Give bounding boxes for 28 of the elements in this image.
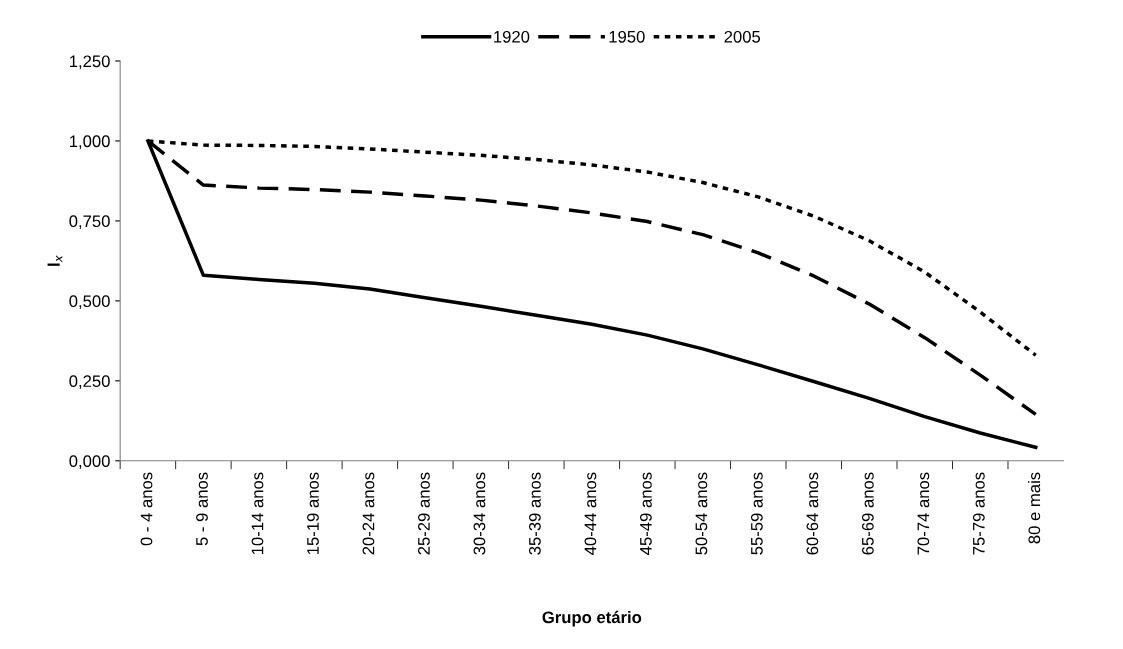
x-tick-label: 0 - 4 anos bbox=[140, 472, 153, 546]
legend-label: 1950 bbox=[609, 30, 645, 43]
x-tick-label: 25-29 anos bbox=[418, 472, 430, 555]
x-tick-label: 35-39 anos bbox=[529, 472, 541, 555]
x-tick-label: 75-79 anos bbox=[972, 472, 985, 555]
y-axis-title: l$_{x}$ bbox=[47, 255, 63, 266]
y-tick-label: 1,000 bbox=[70, 135, 110, 150]
y-tick-label: 0,500 bbox=[69, 295, 110, 310]
x-tick-label: 40-44 anos bbox=[584, 472, 597, 555]
x-tick-label: 15-19 anos bbox=[307, 472, 319, 555]
legend-label: 1920 bbox=[494, 30, 530, 43]
x-tick-label: 50-54 anos bbox=[695, 472, 708, 555]
y-tick-label: 0,750 bbox=[69, 215, 110, 230]
x-tick-label: 65-69 anos bbox=[861, 472, 874, 555]
x-tick-label: 5 - 9 anos bbox=[196, 472, 208, 546]
x-tick-label: 30-34 anos bbox=[473, 472, 486, 555]
x-tick-label: 70-74 anos bbox=[917, 472, 930, 555]
x-tick-label: 20-24 anos bbox=[362, 472, 375, 555]
y-tick-label: 0,000 bbox=[69, 455, 110, 469]
x-axis-title: Grupo etário bbox=[542, 610, 642, 627]
y-tick-label: 0,250 bbox=[69, 375, 110, 390]
x-tick-label: 80 e mais bbox=[1027, 472, 1041, 544]
y-tick-label: 1,250 bbox=[70, 55, 110, 70]
x-tick-label: 10-14 anos bbox=[251, 472, 264, 555]
x-tick-label: 60-64 anos bbox=[806, 472, 819, 555]
x-tick-label: 55-59 anos bbox=[750, 472, 763, 555]
legend-label: 2005 bbox=[724, 30, 761, 43]
x-tick-label: 45-49 anos bbox=[639, 472, 652, 555]
